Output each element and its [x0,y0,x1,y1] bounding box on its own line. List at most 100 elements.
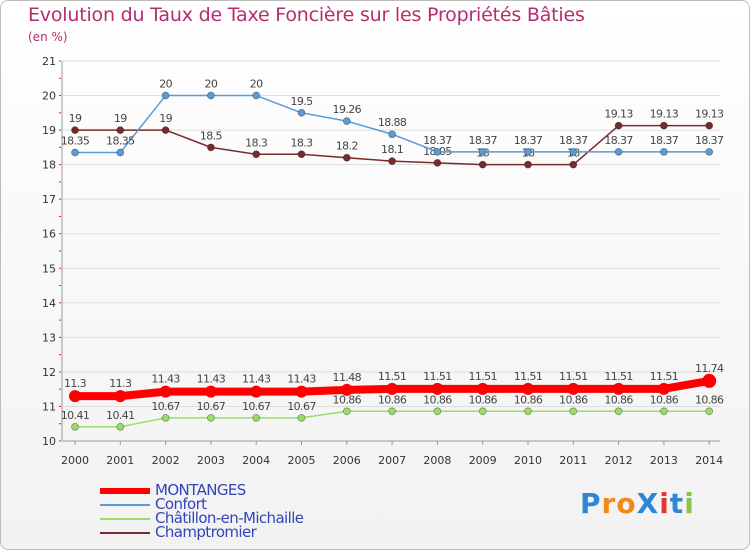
x-tick-label: 2003 [197,454,225,467]
legend-item-montanges[interactable]: MONTANGES [100,481,360,499]
data-point [433,159,442,167]
x-tick-label: 2014 [695,454,723,467]
data-point [71,148,79,157]
legend-item-confort[interactable]: Confort [100,495,360,513]
legend-item-chatillon[interactable]: Châtillon-en-Michaille [100,509,360,527]
series-ch-tillon-en-michaille: 10.41 10.41 10.67 10.67 10.67 10.67 10.86 10.86… [61,393,725,431]
series-montanges: 11.3 11.3 11.43 11.43 11.43 11.43 11.48 11.51 11… [64,362,725,403]
data-point [116,422,125,431]
y-tick-label: 16 [42,228,56,241]
data-label: 19 [159,112,172,125]
data-point [206,413,215,422]
data-point [252,91,261,100]
data-label: 19.13 [604,108,633,121]
data-point [476,382,489,395]
data-label: 19.5 [290,95,313,108]
data-point [342,153,351,162]
y-tick-label: 11 [42,400,56,413]
legend-swatch-confort [100,504,150,506]
data-label: 10.86 [695,393,724,406]
data-label: 18.88 [378,116,407,129]
y-tick-label: 17 [42,193,56,206]
proxiti-logo: ProXiti [580,487,695,520]
data-label: 11.51 [468,370,497,383]
legend-swatch-chatillon [100,518,150,520]
data-label: 18.37 [514,134,543,147]
data-label: 19.13 [650,108,679,121]
data-label: 11.3 [64,377,87,390]
data-point [340,383,353,396]
x-tick-label: 2001 [106,454,134,467]
data-point [433,407,442,416]
logo-letter: i [659,487,670,520]
x-tick-label: 2000 [61,454,89,467]
data-label: 11.51 [650,370,679,383]
data-label: 18.37 [423,134,452,147]
data-point [206,91,215,100]
data-point [161,91,170,100]
data-label: 10.86 [378,393,407,406]
data-point [342,407,351,416]
data-label: 18.3 [290,136,313,149]
line-chart: 10 11 12 13 14 15 16 17 18 19 20 21 2000 2001 2002 2003… [42,55,725,467]
y-tick-label: 19 [42,124,56,137]
legend-label-confort: Confort [155,495,207,513]
data-label: 10.86 [468,393,497,406]
data-label: 11.43 [242,373,271,386]
data-label: 18.5 [200,129,223,142]
legend-label-montanges: MONTANGES [155,481,246,499]
data-label: 11.3 [109,377,132,390]
data-label: 10.41 [61,409,90,422]
data-point [431,382,444,395]
data-point [116,126,125,134]
data-point [657,382,670,395]
data-point [71,126,79,134]
data-label: 11.43 [151,373,180,386]
data-label: 11.48 [333,371,362,384]
data-point [522,382,534,395]
data-point [342,117,351,126]
data-point [250,385,263,398]
legend-swatch-champtromier [100,532,150,534]
logo-letter: r [601,487,617,520]
y-tick-label: 18 [42,159,56,172]
x-tick-label: 2012 [605,454,633,467]
y-tick-label: 15 [42,262,56,275]
data-label: 18.37 [650,134,679,147]
data-point [478,147,487,156]
data-point [524,407,532,416]
data-point [71,422,79,431]
data-label: 18.3 [245,136,268,149]
y-tick-label: 21 [42,55,56,68]
data-point [295,385,308,398]
data-point [386,382,399,395]
data-label: 10.86 [604,393,633,406]
data-point [69,390,81,403]
data-label: 19 [69,112,82,125]
data-label: 20 [250,78,263,91]
x-tick-label: 2002 [152,454,180,467]
data-point [297,108,306,117]
data-point [297,150,306,159]
data-label: 10.86 [650,393,679,406]
x-tick-label: 2006 [333,454,361,467]
data-label: 20 [159,78,172,91]
x-tick-label: 2010 [514,454,542,467]
data-label: 11.43 [287,373,316,386]
data-label: 11.74 [695,362,724,375]
data-point [159,385,172,398]
y-tick-label: 14 [42,297,56,310]
legend-item-champtromier[interactable]: Champtromier [100,523,360,541]
data-label: 10.41 [106,409,135,422]
data-point [297,413,306,422]
data-label: 18.37 [604,134,633,147]
logo-letter: X [636,487,660,520]
x-tick-label: 2011 [559,454,587,467]
data-label: 18.37 [695,134,724,147]
data-label: 10.67 [197,400,226,413]
x-tick-label: 2008 [423,454,451,467]
data-label: 18.37 [559,134,588,147]
data-point [161,126,170,134]
data-point [252,413,261,422]
data-point [388,407,397,416]
